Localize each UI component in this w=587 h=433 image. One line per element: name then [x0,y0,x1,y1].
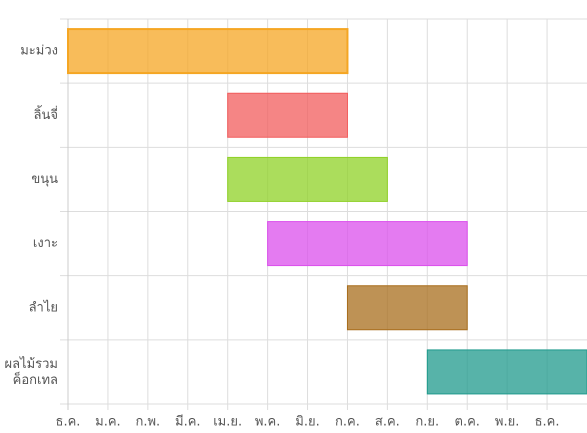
bar [346,285,468,331]
bar [67,28,349,75]
x-tick-label: ธ.ค. [535,415,560,430]
y-tick-label: ลิ้นจี่ [33,105,58,123]
x-tick-label: ก.พ. [135,415,160,430]
y-tick-label: ขนุน [31,172,58,187]
y-tick-label: ผลไม้รวมค็อกเทล [4,355,58,387]
y-tick-label-line: ผลไม้รวม [4,355,58,371]
bar [267,221,468,267]
y-tick-label: มะม่วง [20,44,58,59]
x-tick-label: ก.ย. [415,415,439,430]
x-tick-label: พ.ย. [495,415,519,430]
x-tick-label: ส.ค. [375,415,400,430]
bar [426,349,587,395]
x-tick-label: มี.ค. [175,414,201,430]
x-tick-label: ธ.ค. [56,415,81,430]
x-tick-label: เม.ย. [213,415,242,430]
y-tick-label: ลำไย [29,299,58,315]
x-tick-label: ม.ค. [95,415,121,430]
x-tick-label: พ.ค. [255,415,281,430]
x-tick-label: มิ.ย. [295,415,319,430]
y-tick-label-line: ค็อกเทล [13,369,58,387]
bar [227,156,388,202]
x-tick-label: ต.ค. [455,415,480,430]
y-tick-label: เงาะ [33,236,58,251]
x-tick-label: ก.ค. [335,415,360,430]
bar [227,92,348,138]
